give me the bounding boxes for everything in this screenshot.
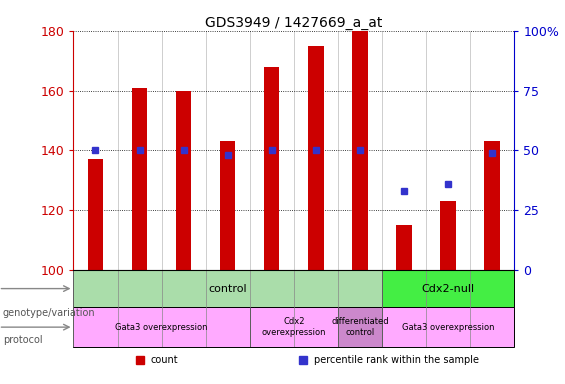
Bar bbox=[484, 141, 500, 270]
Bar bbox=[338, 307, 382, 347]
Text: Cdx2-null: Cdx2-null bbox=[421, 284, 475, 294]
Text: Cdx2
overexpression: Cdx2 overexpression bbox=[262, 318, 326, 337]
Text: genotype/variation: genotype/variation bbox=[3, 308, 95, 318]
Bar bbox=[382, 270, 514, 307]
Bar bbox=[73, 307, 250, 347]
Bar bbox=[176, 91, 192, 270]
Bar bbox=[264, 66, 280, 270]
Text: protocol: protocol bbox=[3, 335, 42, 345]
Bar bbox=[88, 159, 103, 270]
Text: differentiated
control: differentiated control bbox=[331, 318, 389, 337]
Bar bbox=[220, 141, 236, 270]
Text: percentile rank within the sample: percentile rank within the sample bbox=[314, 355, 479, 365]
Bar bbox=[250, 307, 338, 347]
Bar bbox=[132, 88, 147, 270]
Bar bbox=[382, 307, 514, 347]
Bar bbox=[396, 225, 412, 270]
Text: control: control bbox=[208, 284, 247, 294]
Bar bbox=[440, 201, 456, 270]
Bar bbox=[352, 31, 368, 270]
Text: Gata3 overexpression: Gata3 overexpression bbox=[402, 323, 494, 332]
Bar bbox=[308, 46, 324, 270]
Text: Gata3 overexpression: Gata3 overexpression bbox=[115, 323, 208, 332]
Title: GDS3949 / 1427669_a_at: GDS3949 / 1427669_a_at bbox=[205, 16, 383, 30]
Bar bbox=[73, 270, 382, 307]
Text: count: count bbox=[150, 355, 178, 365]
